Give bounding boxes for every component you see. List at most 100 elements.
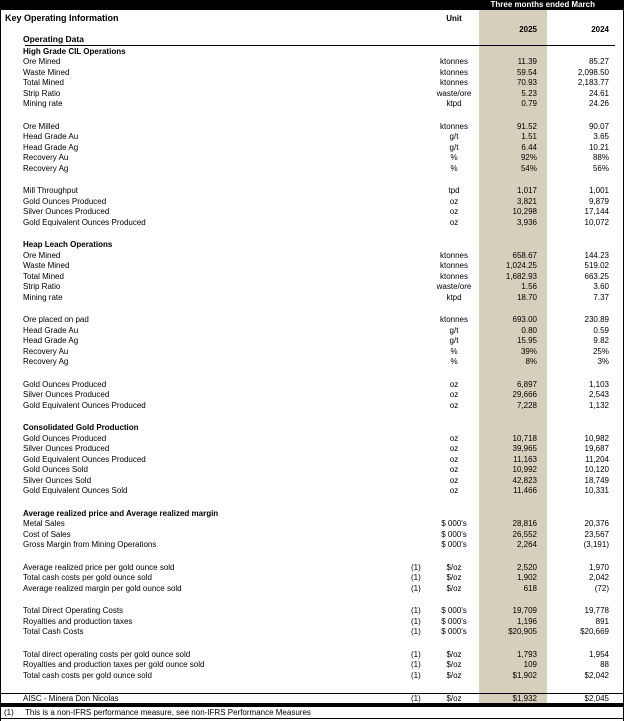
- table-bottom-divider: [1, 703, 623, 707]
- value-2024: 11,204: [585, 454, 609, 464]
- row-label: Total cash costs per gold ounce sold: [23, 670, 152, 680]
- value-2024: 10.21: [588, 142, 609, 152]
- value-2025: 15.95: [516, 336, 537, 346]
- row-label: Head Grade Ag: [23, 336, 79, 346]
- row-unit: $ 000's: [441, 529, 467, 539]
- value-2025: 1,682.93: [505, 271, 537, 281]
- value-2025: 1,017: [516, 186, 537, 196]
- row-label: Gold Ounces Sold: [23, 465, 88, 475]
- row-unit: ktpd: [446, 292, 462, 302]
- section-row: Consolidated Gold Production: [1, 423, 623, 434]
- table-row: Ore Mined ktonnes 11.39 85.27: [1, 57, 623, 68]
- table-row: Mining rate ktpd 0.79 24.26: [1, 99, 623, 110]
- value-2025: 6,897: [516, 379, 537, 389]
- period-label: Three months ended March: [490, 0, 595, 9]
- page-title: Key Operating Information: [5, 13, 119, 23]
- row-unit: $/oz: [446, 670, 462, 680]
- value-2025: 1.56: [521, 282, 537, 292]
- value-2025: $20,905: [508, 627, 537, 637]
- value-2025: 0.79: [521, 99, 537, 109]
- table-row: Mill Throughput tpd 1,017 1,001: [1, 186, 623, 197]
- table-row: Waste Mined ktonnes 1,024.25 519.02: [1, 261, 623, 272]
- section-title-operating-data: Operating Data: [23, 35, 84, 44]
- value-2025: 1,793: [516, 649, 537, 659]
- table-row: Recovery Ag% 8% 3%: [1, 357, 623, 368]
- row-label: AISC - Minera Don Nicolas: [23, 693, 119, 703]
- value-2025: 70.93: [516, 78, 537, 88]
- table-row: Recovery Ag% 54% 56%: [1, 163, 623, 174]
- operating-data-table: Key Operating Information Unit 2025 2024…: [1, 10, 623, 703]
- value-2025: 109: [523, 660, 537, 670]
- row-unit: tpd: [448, 186, 460, 196]
- row-unit: ktonnes: [439, 121, 469, 131]
- year-header-row: 2025 2024: [1, 24, 623, 34]
- table-row: Recovery Au% 39% 25%: [1, 346, 623, 357]
- value-2024: 88: [600, 660, 609, 670]
- value-2025: 91.52: [516, 121, 537, 131]
- footnote-ref: (1): [411, 583, 421, 593]
- row-unit: $ 000's: [441, 540, 467, 550]
- table-row: Gold Ounces Produced oz 6,897 1,103: [1, 379, 623, 390]
- row-label: Ore placed on pad: [23, 315, 89, 325]
- spacer-row: [1, 496, 623, 508]
- table-body: High Grade CIL Operations Ore Mined ktonne…: [1, 46, 623, 703]
- row-label: Gold Equivalent Ounces Produced: [23, 400, 146, 410]
- row-unit: $/oz: [446, 660, 462, 670]
- spacer-row: [1, 228, 623, 240]
- table-row: Gold Ounces Produced oz 10,718 10,982: [1, 433, 623, 444]
- value-2025: 29,666: [512, 390, 537, 400]
- row-unit: %: [450, 163, 458, 173]
- value-2024: (72): [594, 583, 609, 593]
- value-2025: 658.67: [512, 250, 537, 260]
- table-row: Silver Ounces Produced oz 10,298 17,144: [1, 207, 623, 218]
- value-2024: 17,144: [584, 207, 609, 217]
- value-2024: 24.61: [588, 88, 609, 98]
- value-2025: 26,552: [512, 529, 537, 539]
- row-label: Gold Ounces Produced: [23, 196, 107, 206]
- value-2024: 1,103: [588, 379, 609, 389]
- row-unit: g/t: [449, 132, 459, 142]
- row-label: Silver Ounces Sold: [23, 475, 92, 485]
- table-row: Total Mined ktonnes 1,682.93 663.25: [1, 271, 623, 282]
- table-row: Gold Ounces Produced oz 3,821 9,879: [1, 196, 623, 207]
- row-label: High Grade CIL Operations: [23, 46, 126, 56]
- table-row: Metal Sales $ 000's 28,816 20,376: [1, 519, 623, 530]
- table-row: Head Grade Au g/t 1.51 3.65: [1, 132, 623, 143]
- table-row: Gross Margin from Mining Operations $ 000…: [1, 540, 623, 551]
- value-2024: 20,376: [584, 519, 609, 529]
- row-label: Total Cash Costs: [23, 627, 84, 637]
- table-row: Total Cash Costs (1) $ 000's $20,905 $20,669: [1, 627, 623, 638]
- row-label: Total Mined: [23, 78, 64, 88]
- table-row: Average realized margin per gold ounce s…: [1, 583, 623, 594]
- row-unit: oz: [449, 379, 459, 389]
- table-row: Total Mined ktonnes 70.93 2,183.77: [1, 78, 623, 89]
- row-unit: ktpd: [446, 99, 462, 109]
- row-label: Gold Ounces Produced: [23, 379, 107, 389]
- value-2024: $20,669: [580, 627, 609, 637]
- row-unit: $ 000's: [441, 616, 467, 626]
- row-unit: g/t: [449, 336, 459, 346]
- table-row: Waste Mined ktonnes 59.54 2,098.50: [1, 67, 623, 78]
- table-row: Mining rate ktpd 18.70 7.37: [1, 292, 623, 303]
- row-label: Ore Mined: [23, 250, 61, 260]
- row-unit: waste/ore: [436, 282, 472, 292]
- row-label: Silver Ounces Produced: [23, 207, 110, 217]
- value-2024: $2,042: [584, 670, 609, 680]
- value-2024: 2,543: [588, 390, 609, 400]
- value-2025: 11.39: [517, 57, 537, 67]
- row-unit: oz: [449, 207, 459, 217]
- row-label: Recovery Au: [23, 346, 69, 356]
- value-2025: 10,992: [512, 465, 537, 475]
- row-unit: %: [450, 357, 458, 367]
- row-label: Mining rate: [23, 99, 63, 109]
- current-period-column-highlight: [479, 10, 547, 704]
- row-label: Silver Ounces Produced: [23, 444, 110, 454]
- value-2024: 1,954: [588, 649, 609, 659]
- value-2025: 1.51: [521, 132, 537, 142]
- row-label: Waste Mined: [23, 261, 70, 271]
- value-2024: 1,001: [588, 186, 609, 196]
- year-2025-header: 2025: [519, 24, 537, 34]
- value-2025: 618: [523, 583, 537, 593]
- row-label: Average realized margin per gold ounce s…: [23, 583, 182, 593]
